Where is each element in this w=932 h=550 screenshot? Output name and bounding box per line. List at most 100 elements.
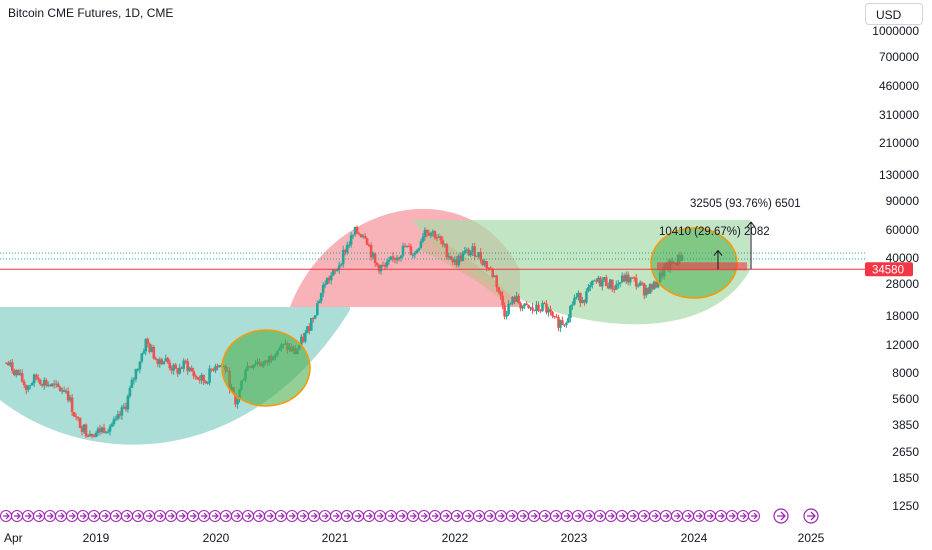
arrow-right-icon	[300, 512, 307, 520]
time-tick-label: 2022	[442, 531, 469, 545]
arrow-right-icon	[201, 512, 208, 520]
candle-body	[126, 396, 130, 410]
candle-up	[421, 233, 425, 243]
candle-body	[644, 288, 648, 296]
candle-up	[648, 283, 652, 294]
highlight-ellipse-2020	[221, 329, 311, 407]
candle-up	[463, 246, 467, 255]
candle-body	[654, 281, 658, 288]
candle-body	[549, 309, 552, 312]
candle-down	[58, 385, 62, 392]
candle-body	[445, 244, 449, 258]
candle-body	[599, 277, 602, 287]
candle-body	[353, 227, 357, 235]
candle-up	[636, 283, 640, 288]
candle-up	[493, 275, 496, 278]
candle-body	[38, 379, 42, 384]
event-marker	[473, 510, 485, 522]
candle-up	[82, 424, 86, 434]
candle-body	[475, 256, 478, 257]
arrow-right-icon	[608, 512, 615, 520]
candle-up	[329, 272, 333, 285]
arrow-right-icon	[190, 512, 197, 520]
candle-down	[367, 243, 371, 248]
arrow-right-icon	[212, 512, 219, 520]
candle-body	[314, 315, 317, 319]
candle-body	[72, 412, 76, 417]
event-marker	[374, 510, 386, 522]
candle-down	[654, 281, 658, 289]
candle-body	[638, 282, 642, 286]
candle-up	[60, 387, 64, 395]
candle-up	[447, 252, 451, 260]
candle-body	[417, 248, 421, 251]
candle-body	[545, 303, 548, 313]
price-tick-label: 8000	[892, 366, 919, 380]
candle-body	[96, 428, 100, 433]
arrow-right-icon	[487, 512, 494, 520]
candle-body	[595, 280, 598, 282]
candle-up	[114, 415, 118, 422]
candle-body	[427, 233, 431, 236]
candle-body	[214, 365, 217, 371]
candle-up	[104, 431, 108, 435]
currency-selector[interactable]: USD	[865, 3, 923, 25]
event-marker	[429, 510, 441, 522]
candle-down	[441, 236, 445, 248]
candle-up	[457, 253, 461, 268]
candle-body	[455, 259, 459, 266]
candle-body	[393, 257, 397, 260]
candle-body	[421, 237, 425, 242]
candle-down	[646, 286, 650, 295]
candle-body	[467, 249, 471, 256]
candle-down	[5, 362, 8, 365]
candle-down	[459, 252, 463, 263]
candle-down	[553, 315, 556, 319]
candle-body	[304, 332, 307, 342]
arrow-right-icon	[58, 512, 65, 520]
candle-up	[413, 251, 417, 258]
candle-up	[172, 363, 175, 375]
event-marker	[154, 510, 166, 522]
candle-body	[34, 374, 38, 378]
candle-body	[24, 385, 28, 390]
arrow-right-icon	[454, 512, 461, 520]
candle-up	[335, 268, 339, 272]
arrow-right-icon	[223, 512, 230, 520]
candle-body	[465, 249, 469, 251]
candle-body	[642, 283, 646, 296]
candle-body	[477, 252, 480, 257]
arrow-right-icon	[432, 512, 439, 520]
candle-down	[525, 301, 528, 306]
candle-down	[630, 276, 634, 280]
candle-body	[525, 303, 528, 305]
event-marker	[550, 510, 562, 522]
time-tick-label: 2024	[681, 531, 708, 545]
candle-body	[136, 369, 140, 371]
candle-down	[425, 229, 429, 238]
event-marker	[385, 510, 397, 522]
event-marker	[451, 510, 463, 522]
candle-body	[140, 353, 144, 362]
candle-down	[433, 230, 437, 240]
candle-body	[7, 363, 10, 366]
candle-up	[208, 365, 211, 386]
candle-body	[56, 383, 60, 387]
candle-body	[457, 255, 461, 266]
candle-up	[511, 296, 514, 306]
candle-body	[521, 306, 524, 309]
candle-body	[323, 284, 327, 286]
candle-up	[419, 239, 423, 249]
candle-down	[513, 295, 516, 305]
candle-down	[196, 376, 199, 380]
candle-down	[599, 276, 602, 287]
candle-down	[632, 276, 636, 282]
candle-body	[86, 435, 90, 437]
price-tick-label: 2650	[892, 445, 919, 459]
candle-down	[156, 358, 160, 368]
candle-down	[391, 252, 395, 263]
candle-up	[132, 377, 136, 385]
arrow-right-icon	[542, 512, 549, 520]
candle-up	[571, 301, 574, 310]
